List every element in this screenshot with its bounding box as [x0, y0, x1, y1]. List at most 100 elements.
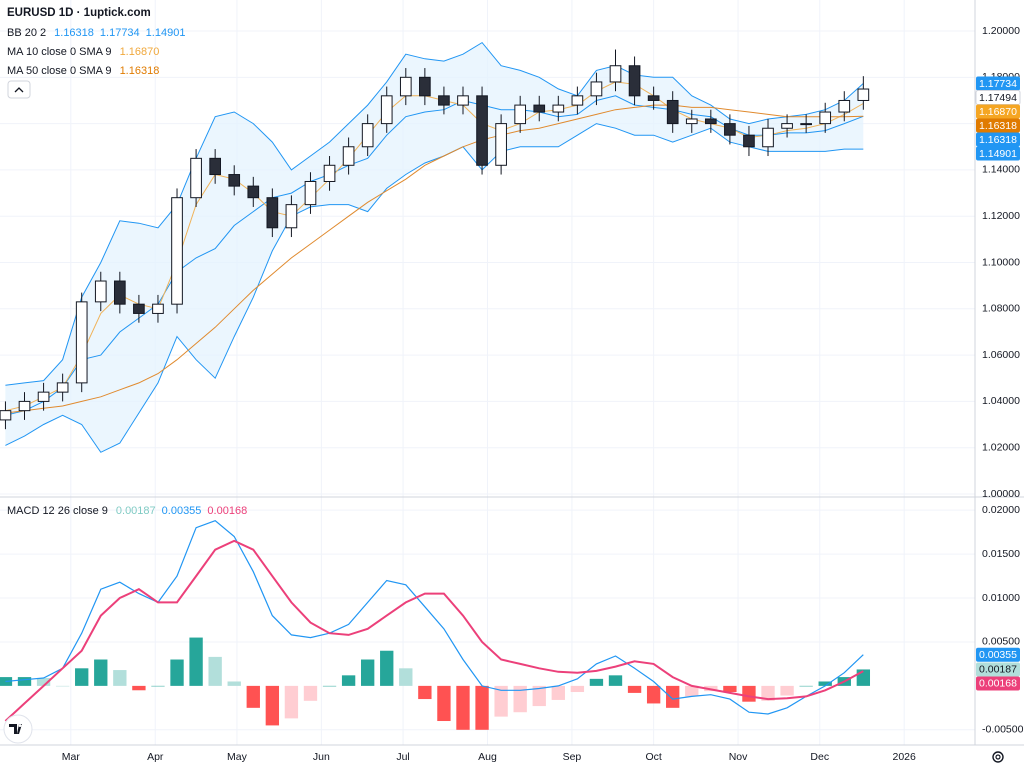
histogram-bar — [532, 685, 546, 707]
x-tick-label: Dec — [810, 751, 829, 763]
x-tick-label: Nov — [729, 751, 748, 763]
histogram-bar — [132, 685, 146, 691]
histogram-bar — [55, 685, 70, 687]
x-tick-label: Oct — [645, 751, 661, 763]
candle — [247, 176, 260, 207]
candle — [571, 86, 584, 115]
candle-body — [457, 95, 469, 106]
y-tick-label: 0.01000 — [982, 592, 1020, 604]
price-tag-label: 1.16318 — [979, 120, 1017, 132]
candle-body — [438, 95, 450, 106]
candle-body — [647, 95, 660, 101]
histogram-bar — [170, 659, 184, 686]
histogram-bar — [818, 681, 832, 686]
candle — [438, 86, 450, 115]
axes: Mar Apr May Jun Jul Aug Sep Oct Nov Dec 2026 1.0000… — [62, 25, 1024, 763]
y-tick-label: 1.04000 — [982, 395, 1020, 407]
histogram-bar — [627, 685, 642, 693]
legend-label: BB 20 2 — [7, 27, 46, 39]
candle-body — [304, 180, 317, 206]
histogram-bar — [761, 685, 775, 701]
x-tick-label: May — [227, 751, 248, 763]
plot-area — [0, 41, 871, 730]
candle-body — [399, 76, 412, 97]
candle — [361, 114, 374, 157]
candle — [399, 68, 412, 106]
candle-body — [228, 174, 241, 187]
candle-body — [590, 81, 603, 97]
x-tick-label: 2026 — [893, 751, 917, 763]
histogram-bar — [151, 685, 165, 687]
legend-value: 1.16870 — [120, 46, 160, 58]
logo[interactable] — [3, 714, 33, 744]
candle-body — [857, 88, 870, 101]
price-tag — [976, 76, 1020, 91]
legend-value: 1.14901 — [146, 27, 186, 39]
collapse-button-box[interactable] — [7, 80, 31, 99]
y-tick-label: 1.14000 — [982, 164, 1020, 176]
candle — [476, 86, 488, 175]
y-tick-label: 1.12000 — [982, 210, 1020, 222]
candle — [704, 109, 717, 133]
candle-body — [514, 104, 527, 125]
legend-value: 1.17734 — [100, 27, 140, 39]
collapse-button[interactable] — [7, 80, 31, 99]
candle-body — [0, 410, 12, 421]
y-tick-label: -0.00500 — [982, 724, 1024, 736]
settings-icon-center[interactable] — [995, 754, 1001, 760]
price-tag — [976, 676, 1020, 691]
candle — [495, 114, 507, 175]
histogram-bar — [589, 678, 604, 686]
candle-body — [247, 185, 260, 199]
histogram-bar — [246, 685, 260, 708]
histogram-bar — [284, 685, 299, 719]
legend-value: 0.00187 — [116, 505, 156, 517]
histogram-bar — [799, 685, 813, 687]
legend-value: 0.00168 — [207, 505, 247, 517]
candle — [857, 76, 870, 110]
candle-body — [666, 99, 679, 125]
candle — [819, 102, 832, 133]
band-fill — [5, 42, 864, 453]
histogram-bar — [418, 685, 432, 700]
logo-mark[interactable] — [9, 724, 22, 734]
settings-icon[interactable] — [992, 751, 1004, 763]
candle — [628, 56, 641, 106]
y-tick-label: 1.06000 — [982, 349, 1020, 361]
histogram-bar — [608, 675, 623, 686]
candle-body — [94, 280, 107, 303]
histogram-bar — [303, 685, 318, 701]
candle — [18, 392, 31, 420]
price-tag-label: 1.16870 — [979, 106, 1017, 118]
candle-body — [685, 118, 698, 125]
histogram-bar — [685, 685, 699, 697]
candle-body — [361, 123, 374, 148]
candle — [37, 382, 50, 411]
candle-body — [419, 76, 431, 97]
legend: EURUSD 1D · 1uptick.com BB 20 2 1.16318 1.… — [7, 7, 247, 517]
candle-body — [56, 382, 69, 393]
x-tick-label: Jun — [313, 751, 330, 763]
legend-label: MA 50 close 0 SMA 9 — [7, 65, 112, 77]
candle-body — [380, 95, 393, 125]
x-tick-label: Jul — [396, 751, 409, 763]
overlay-line — [5, 123, 864, 453]
histogram-bar — [208, 656, 222, 686]
x-tick-label: Apr — [147, 751, 164, 763]
candle — [228, 165, 241, 196]
settings-button[interactable] — [992, 751, 1004, 763]
candle-body — [781, 123, 793, 129]
x-tick-label: Aug — [478, 751, 497, 763]
histogram-bar — [380, 650, 394, 686]
histogram-bar — [189, 637, 203, 686]
price-tag-label: 0.00168 — [979, 678, 1017, 690]
histogram-bar — [265, 685, 280, 726]
candle-body — [266, 197, 279, 229]
histogram-bar — [456, 685, 470, 730]
macd-line — [5, 520, 864, 715]
candle — [152, 294, 164, 323]
candle — [323, 156, 336, 191]
candle-body — [342, 146, 355, 166]
candle — [0, 401, 12, 430]
collapse-icon[interactable] — [14, 87, 24, 93]
